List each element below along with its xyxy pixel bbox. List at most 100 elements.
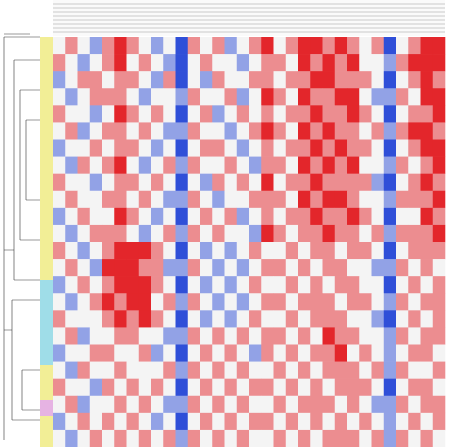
heatmap-cell	[371, 378, 385, 397]
heatmap-cell	[322, 327, 336, 345]
heatmap-cell	[298, 429, 311, 447]
heatmap-cell	[334, 361, 348, 379]
heatmap-cell	[53, 293, 66, 311]
heatmap-cell	[322, 190, 336, 209]
heatmap-cell	[396, 224, 409, 243]
heatmap-cell	[126, 88, 140, 106]
heatmap-cell	[151, 139, 164, 157]
heatmap-cell	[420, 259, 434, 277]
heatmap-cell	[273, 54, 287, 72]
heatmap-cell	[383, 327, 397, 345]
heatmap-cell	[261, 310, 274, 328]
heatmap-cell	[347, 259, 360, 277]
heatmap-cell	[114, 54, 127, 72]
heatmap-cell	[175, 259, 189, 277]
heatmap-cell	[212, 429, 225, 447]
heatmap-cell	[89, 395, 103, 414]
heatmap-cell	[65, 310, 78, 328]
heatmap-cell	[126, 122, 140, 140]
heatmap-cell	[261, 173, 274, 192]
heatmap-cell	[359, 88, 372, 106]
heatmap-cell	[53, 156, 66, 174]
heatmap-cell	[187, 54, 201, 72]
heatmap-cell	[163, 139, 176, 157]
heatmap-cell	[420, 412, 434, 431]
heatmap-cell	[212, 37, 225, 55]
heatmap-cell	[77, 344, 91, 362]
heatmap-cell	[102, 344, 115, 362]
heatmap-cell	[298, 88, 311, 106]
heatmap-cell	[77, 105, 91, 123]
heatmap-cell	[371, 412, 385, 431]
heatmap-cell	[359, 327, 372, 345]
heatmap-cell	[298, 344, 311, 362]
heatmap-cell	[285, 412, 299, 431]
heatmap-cell	[298, 242, 311, 260]
heatmap-cell	[383, 207, 397, 226]
heatmap-cell	[310, 207, 323, 226]
heatmap-cell	[420, 429, 434, 447]
heatmap-cell	[114, 276, 127, 294]
heatmap-cell	[261, 207, 274, 226]
heatmap-cell	[298, 412, 311, 431]
heatmap-cell	[347, 344, 360, 362]
heatmap-cell	[298, 122, 311, 140]
heatmap-cell	[187, 378, 201, 397]
heatmap-cell	[408, 293, 421, 311]
heatmap-cell	[200, 224, 213, 243]
heatmap-cell	[249, 156, 262, 174]
heatmap-cell	[151, 361, 164, 379]
heatmap-cell	[396, 207, 409, 226]
heatmap-cell	[187, 293, 201, 311]
heatmap-cell	[53, 224, 66, 243]
heatmap-cell	[396, 293, 409, 311]
heatmap-cell	[200, 54, 213, 72]
heatmap-cell	[396, 37, 409, 55]
heatmap-cell	[65, 344, 78, 362]
heatmap-cell	[175, 395, 189, 414]
heatmap-cell	[53, 378, 66, 397]
heatmap-cell	[273, 71, 287, 89]
heatmap-cell	[102, 173, 115, 192]
heatmap-cell	[89, 88, 103, 106]
heatmap-cell	[175, 207, 189, 226]
heatmap-cell	[65, 173, 78, 192]
heatmap-cell	[200, 105, 213, 123]
heatmap-cell	[285, 190, 299, 209]
heatmap-cell	[383, 412, 397, 431]
heatmap-cell	[310, 327, 323, 345]
heatmap-cell	[334, 412, 348, 431]
heatmap-cell	[322, 293, 336, 311]
heatmap-cell	[420, 361, 434, 379]
heatmap-cell	[420, 71, 434, 89]
heatmap-cell	[187, 156, 201, 174]
heatmap-cell	[200, 327, 213, 345]
heatmap-cell	[187, 276, 201, 294]
heatmap-cell	[175, 105, 189, 123]
heatmap-cell	[371, 207, 385, 226]
heatmap-cell	[334, 54, 348, 72]
heatmap-cell	[371, 395, 385, 414]
heatmap-cell	[371, 293, 385, 311]
heatmap-cell	[347, 361, 360, 379]
heatmap-cell	[236, 156, 250, 174]
heatmap-cell	[224, 412, 238, 431]
heatmap-cell	[310, 395, 323, 414]
heatmap-cell	[285, 259, 299, 277]
heatmap-cell	[126, 37, 140, 55]
heatmap-cell	[236, 54, 250, 72]
heatmap-cell	[432, 122, 446, 140]
heatmap-cell	[249, 105, 262, 123]
heatmap-cell	[322, 37, 336, 55]
heatmap-cell	[273, 105, 287, 123]
heatmap-cell	[89, 139, 103, 157]
heatmap-cell	[273, 361, 287, 379]
heatmap-cell	[285, 122, 299, 140]
heatmap-cell	[249, 429, 262, 447]
heatmap-cell	[77, 378, 91, 397]
heatmap-cell	[249, 395, 262, 414]
heatmap-cell	[408, 310, 421, 328]
heatmap-cell	[261, 276, 274, 294]
heatmap-cell	[224, 242, 238, 260]
heatmap-cell	[273, 395, 287, 414]
